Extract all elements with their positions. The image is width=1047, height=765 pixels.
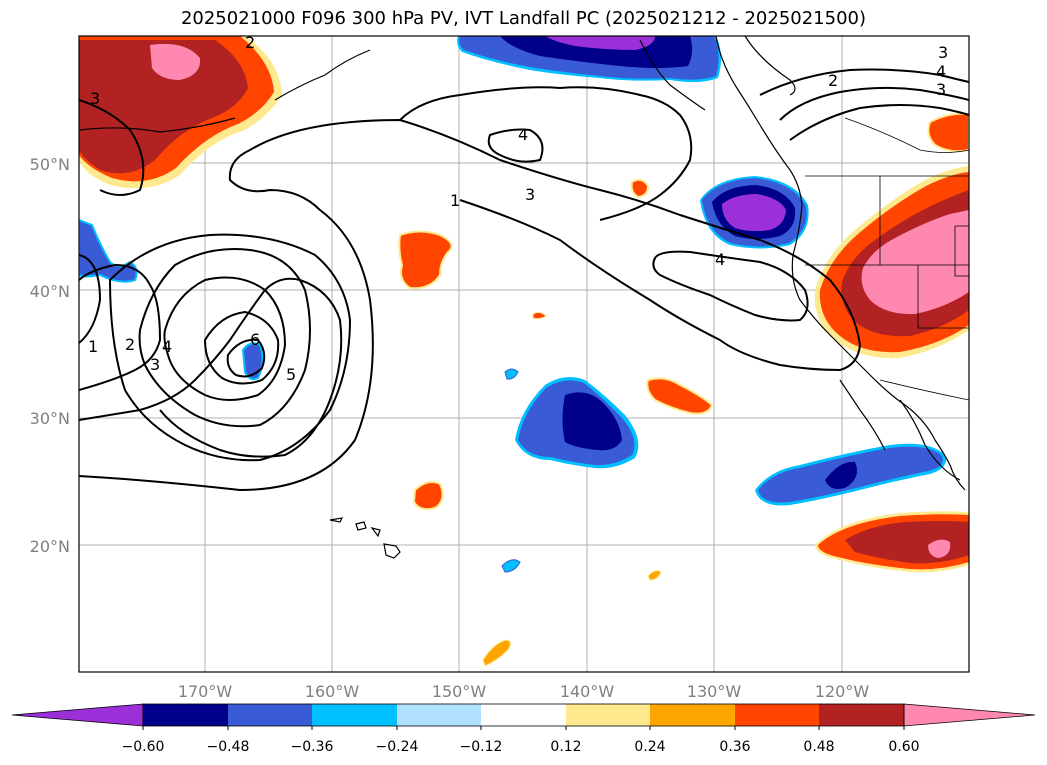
colorbar-tick-label: −0.48 [207,739,250,755]
colorbar-bin [481,704,566,726]
colorbar-bin [566,704,650,726]
anomaly-blob-northwest [79,36,282,189]
latitude-labels: 50°N 40°N 30°N 20°N [30,155,70,556]
colorbar-extend-min [11,703,144,727]
map-area [79,36,969,672]
positive-anomaly-regions [79,36,969,667]
colorbar-tick-label: 0.12 [550,739,581,755]
lon-label: 150°W [432,682,487,701]
colorbar [11,703,1036,730]
colorbar-tick-label: −0.60 [122,739,165,755]
contour-label: 2 [245,33,255,52]
contour-label: 4 [936,62,946,81]
islands [329,517,401,559]
anomaly-blob-mid-north [398,230,453,290]
colorbar-bin [397,704,481,726]
colorbar-tick-label: 0.60 [888,739,919,755]
colorbar-bin [312,704,397,726]
anomaly-blob-west-coast [814,166,969,359]
colorbar-bin [735,704,819,726]
colorbar-outline [142,703,905,727]
coastlines [79,36,966,491]
colorbar-bin [143,704,228,726]
anomaly-blob-southeast [815,511,969,573]
pv-contour-1 [79,118,862,492]
contour-label: 5 [286,365,296,384]
colorbar-bin [819,704,904,726]
lat-label: 40°N [30,282,70,301]
lon-label: 120°W [815,682,870,701]
lon-label: 170°W [178,682,233,701]
contour-label: 4 [715,250,725,269]
contour-label: 4 [162,337,172,356]
anomaly-blob-mid-east [646,377,714,415]
chart-title: 2025021000 F096 300 hPa PV, IVT Landfall… [180,8,867,29]
colorbar-extend-max [903,703,1036,727]
contour-label: 1 [450,191,460,210]
lon-label: 140°W [560,682,615,701]
colorbar-bin [650,704,735,726]
lon-label: 160°W [305,682,360,701]
colorbar-tick-label: 0.48 [803,739,834,755]
colorbar-tick-label: −0.36 [291,739,334,755]
longitude-labels: 170°W 160°W 150°W 140°W 130°W 120°W [178,682,870,701]
state-borders [805,117,969,401]
lat-label: 30°N [30,409,70,428]
colorbar-bin [228,704,312,726]
anomaly-blob-subtropical-east [755,443,946,506]
colorbar-tick-label: −0.12 [460,739,503,755]
contour-label: 4 [518,125,528,144]
contour-label: 1 [88,337,98,356]
anomaly-blob-hawaii [412,481,444,511]
contour-label: 3 [90,89,100,108]
anomaly-blob-central-pacific [515,376,639,469]
colorbar-tick-label: 0.24 [634,739,665,755]
contour-label: 2 [828,71,838,90]
colorbar-tick-label: 0.36 [719,739,750,755]
contour-label: 3 [525,185,535,204]
map-frame [78,35,970,673]
lat-label: 20°N [30,537,70,556]
lon-label: 130°W [687,682,742,701]
contour-label: 3 [938,43,948,62]
colorbar-tick-labels: −0.60 −0.48 −0.36 −0.24 −0.12 0.12 0.24 … [122,739,920,755]
contour-label: 3 [150,355,160,374]
contour-label: 2 [125,335,135,354]
anomaly-blob-gulf-of-alaska [457,36,722,83]
contour-label: 3 [936,80,946,99]
contour-label: 6 [250,330,260,349]
lat-label: 50°N [30,155,70,174]
contour-labels: 1 2 3 4 5 6 1 2 3 4 3 4 2 4 3 3 [88,33,948,384]
colorbar-tick-label: −0.24 [376,739,419,755]
pv-contours [79,68,969,492]
